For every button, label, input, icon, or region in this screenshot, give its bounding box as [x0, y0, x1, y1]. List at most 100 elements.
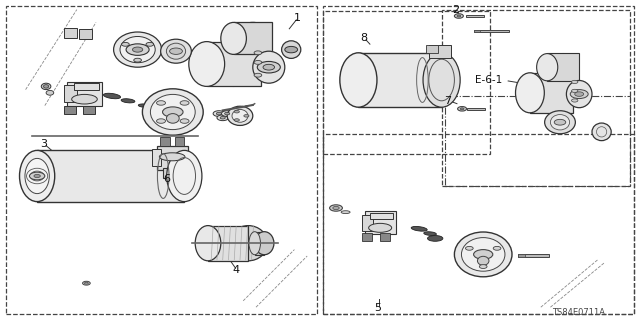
Circle shape — [493, 246, 501, 250]
Circle shape — [263, 64, 275, 70]
Ellipse shape — [72, 94, 97, 104]
Bar — [6, 6, 317, 314]
Ellipse shape — [41, 83, 51, 90]
Ellipse shape — [423, 53, 460, 107]
Bar — [530, 73, 573, 113]
Bar — [163, 168, 186, 178]
Bar — [323, 6, 634, 314]
Bar — [474, 30, 509, 32]
Bar — [37, 150, 184, 202]
Text: 7: 7 — [444, 96, 452, 106]
Circle shape — [474, 250, 493, 259]
Circle shape — [132, 47, 143, 52]
Bar — [466, 15, 484, 17]
Bar — [358, 53, 442, 107]
Text: 1: 1 — [294, 12, 301, 23]
Ellipse shape — [530, 73, 573, 113]
Ellipse shape — [221, 111, 233, 116]
Bar — [362, 215, 373, 231]
Ellipse shape — [225, 112, 230, 115]
Ellipse shape — [143, 89, 204, 135]
Ellipse shape — [477, 256, 489, 265]
Ellipse shape — [592, 123, 611, 141]
Circle shape — [479, 265, 487, 268]
Bar — [157, 146, 188, 170]
Ellipse shape — [454, 232, 512, 277]
Circle shape — [465, 246, 473, 250]
Ellipse shape — [189, 42, 225, 86]
Ellipse shape — [150, 94, 195, 130]
Ellipse shape — [229, 226, 268, 261]
Ellipse shape — [428, 236, 443, 241]
Ellipse shape — [566, 81, 592, 108]
Bar — [64, 85, 77, 102]
Ellipse shape — [550, 115, 570, 130]
Bar — [547, 53, 579, 81]
Bar — [152, 149, 161, 166]
Ellipse shape — [83, 281, 90, 285]
Text: 3: 3 — [40, 139, 47, 149]
Circle shape — [244, 115, 249, 117]
Ellipse shape — [220, 116, 225, 119]
Circle shape — [134, 58, 141, 62]
Ellipse shape — [121, 99, 135, 103]
Circle shape — [570, 90, 588, 99]
Bar — [426, 45, 438, 53]
Text: TS84E0711A: TS84E0711A — [552, 308, 605, 317]
Circle shape — [180, 119, 189, 123]
Ellipse shape — [249, 232, 260, 255]
Ellipse shape — [217, 115, 228, 121]
Bar — [67, 82, 102, 106]
Text: 4: 4 — [232, 265, 239, 276]
Circle shape — [457, 15, 461, 17]
Bar — [474, 30, 480, 32]
Ellipse shape — [253, 51, 285, 83]
Circle shape — [572, 80, 578, 84]
Circle shape — [234, 119, 239, 121]
Circle shape — [234, 110, 239, 113]
Bar — [362, 233, 372, 241]
Circle shape — [157, 101, 166, 105]
Bar — [323, 11, 490, 154]
Bar — [429, 45, 451, 58]
Circle shape — [460, 108, 464, 110]
Bar — [518, 254, 525, 257]
Circle shape — [333, 206, 339, 210]
Bar — [365, 211, 396, 234]
Ellipse shape — [424, 232, 436, 236]
Bar — [208, 226, 248, 261]
Ellipse shape — [25, 158, 49, 194]
Bar — [64, 28, 77, 38]
Ellipse shape — [44, 84, 49, 88]
Circle shape — [29, 172, 45, 180]
Ellipse shape — [516, 73, 544, 113]
Circle shape — [254, 51, 262, 55]
Circle shape — [157, 119, 166, 123]
Circle shape — [257, 61, 280, 73]
Ellipse shape — [166, 114, 179, 123]
Bar — [445, 96, 630, 186]
Ellipse shape — [166, 150, 202, 202]
Bar — [207, 42, 261, 86]
Circle shape — [180, 101, 189, 105]
Ellipse shape — [537, 53, 558, 81]
Circle shape — [146, 43, 154, 46]
Bar — [175, 137, 184, 146]
Bar — [370, 213, 393, 219]
Ellipse shape — [161, 39, 191, 63]
Circle shape — [34, 174, 40, 178]
Bar — [79, 29, 92, 39]
Ellipse shape — [46, 90, 54, 95]
Ellipse shape — [411, 227, 428, 231]
Bar — [518, 254, 549, 257]
Ellipse shape — [216, 112, 221, 115]
Ellipse shape — [20, 150, 55, 202]
Bar — [83, 106, 95, 114]
Text: 2: 2 — [452, 5, 460, 15]
Bar — [380, 233, 390, 241]
Bar — [442, 10, 630, 186]
Bar — [64, 106, 76, 114]
Bar — [160, 137, 170, 146]
Circle shape — [575, 92, 584, 96]
Ellipse shape — [234, 22, 272, 54]
